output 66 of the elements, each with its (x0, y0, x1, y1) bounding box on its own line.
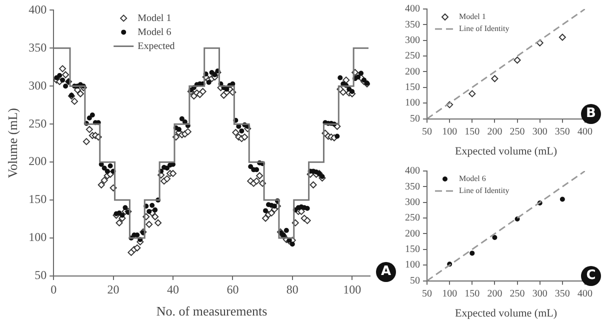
point (560, 196, 565, 202)
point (470, 250, 475, 256)
x-tick-label: 200 (487, 288, 502, 300)
point (468, 90, 476, 98)
x-tick-label: 250 (510, 126, 525, 138)
x-tick-label: 400 (578, 288, 592, 300)
x-tick-label: 40 (166, 282, 179, 296)
x-tick-label: 350 (554, 288, 570, 300)
circle-badge: A (376, 262, 396, 282)
y-axis-title: Volume (mL) (5, 108, 20, 178)
point (558, 34, 566, 41)
legend-label: Model 6 (138, 26, 172, 38)
x-tick-label: 100 (442, 288, 458, 300)
y-tick-label: 300 (405, 196, 420, 208)
x-tick-label: 300 (532, 288, 548, 300)
x-tick-label: 60 (226, 282, 239, 296)
y-tick-label: 400 (405, 4, 420, 15)
y-tick-label: 200 (28, 154, 47, 168)
y-tick-label: 150 (405, 82, 420, 94)
x-tick-label: 50 (422, 288, 432, 300)
x-tick-label: 200 (487, 126, 502, 138)
y-tick-label: 200 (405, 66, 420, 78)
y-tick-label: 250 (405, 212, 420, 224)
x-tick-label: 100 (343, 282, 362, 296)
x-tick-label: 0 (50, 282, 57, 296)
point (492, 235, 498, 240)
y-tick-label: 50 (34, 268, 47, 282)
legend-label: Model 1 (138, 12, 172, 24)
y-tick-label: 100 (28, 230, 47, 244)
y-tick-label: 200 (405, 228, 420, 240)
x-axis-title: No. of measurements (156, 304, 268, 319)
y-tick-label: 100 (405, 260, 420, 271)
x-tick-label: 300 (532, 126, 548, 138)
y-tick-label: 50 (410, 113, 420, 124)
y-tick-label: 250 (405, 50, 420, 62)
y-tick-label: 150 (28, 192, 47, 206)
y-tick-label: 100 (405, 98, 420, 109)
y-tick-label: 150 (405, 244, 420, 256)
x-tick-label: 80 (286, 282, 298, 296)
legend-label: Model 6 (459, 174, 486, 184)
x-axis-title: Expected volume (mL) (454, 307, 558, 320)
y-tick-label: 350 (405, 181, 420, 192)
circle-badge: B (581, 104, 601, 124)
point (491, 75, 498, 82)
x-tick-label: 20 (107, 282, 120, 296)
x-tick-label: 50 (422, 126, 432, 138)
y-tick-label: 300 (405, 34, 420, 46)
legend-label: Expected (138, 40, 175, 52)
y-tick-label: 350 (28, 40, 47, 54)
y-tick-label: 350 (405, 19, 420, 30)
x-tick-label: 150 (464, 288, 480, 300)
circle-badge: C (581, 266, 601, 286)
y-tick-label: 400 (405, 166, 420, 177)
y-tick-label: 300 (28, 78, 47, 92)
legend-label: Line of Identity (459, 186, 510, 196)
x-tick-label: 250 (510, 288, 525, 300)
x-tick-label: 100 (442, 126, 458, 138)
y-tick-label: 400 (28, 2, 47, 16)
x-axis-title: Expected volume (mL) (454, 145, 558, 158)
y-tick-label: 50 (410, 275, 420, 286)
x-tick-label: 150 (464, 126, 480, 138)
legend-label: Line of Identity (459, 24, 510, 34)
point (514, 56, 521, 64)
legend-label: Model 1 (459, 12, 486, 22)
x-tick-label: 400 (578, 126, 592, 138)
x-tick-label: 350 (554, 126, 570, 138)
